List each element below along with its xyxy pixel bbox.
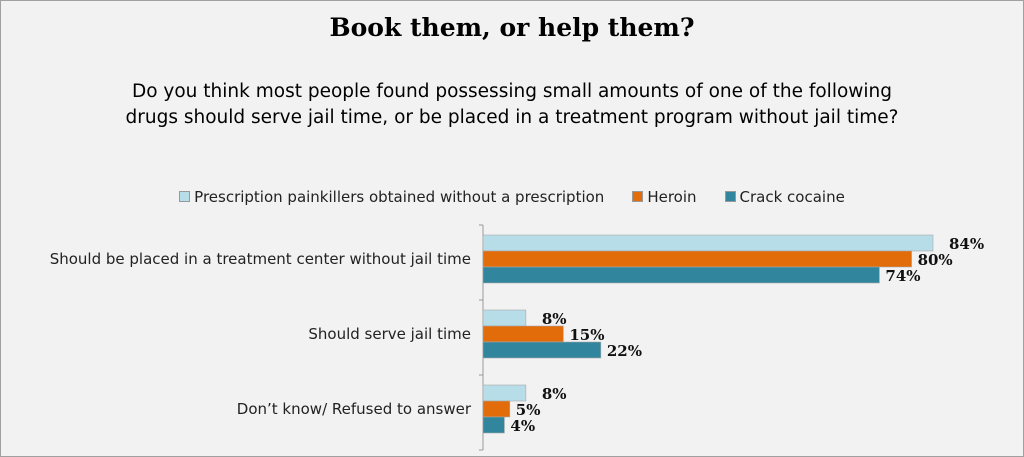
bar-1-0 (482, 309, 527, 327)
data-label: 4% (510, 417, 535, 435)
chart-subtitle: Do you think most people found possessin… (1, 79, 1023, 131)
legend-swatch (724, 191, 736, 202)
legend-label: Heroin (647, 188, 697, 206)
chart-title: Book them, or help them? (329, 13, 695, 42)
subtitle-line: Do you think most people found possessin… (131, 81, 893, 102)
bar-1-2 (482, 341, 602, 359)
legend-swatch (632, 191, 644, 202)
category-label: Don’t know/ Refused to answer (237, 400, 472, 418)
legend-swatch (179, 191, 191, 202)
legend-item: Crack cocaine (724, 188, 845, 206)
legend: Prescription painkillers obtained withou… (1, 188, 1023, 206)
data-label: 22% (607, 342, 642, 360)
data-label: 5% (516, 401, 541, 419)
data-label: 8% (542, 385, 567, 403)
bar-2-0 (482, 384, 527, 402)
subtitle-line: drugs should serve jail time, or be plac… (125, 107, 899, 128)
category-label: Should serve jail time (308, 325, 471, 343)
data-label: 84% (949, 235, 984, 253)
bar-0-1 (482, 250, 912, 268)
legend-label: Crack cocaine (739, 188, 845, 206)
bar-0-0 (482, 234, 934, 252)
bar-2-2 (482, 416, 505, 434)
data-label: 8% (542, 310, 567, 328)
data-label: 80% (918, 251, 953, 269)
category-label: Should be placed in a treatment center w… (50, 250, 471, 268)
legend-item: Prescription painkillers obtained withou… (179, 188, 604, 206)
legend-item: Heroin (632, 188, 697, 206)
bar-2-1 (482, 400, 511, 418)
data-label: 74% (885, 267, 920, 285)
bar-0-2 (482, 266, 880, 284)
legend-label: Prescription painkillers obtained withou… (194, 188, 605, 206)
bar-1-1 (482, 325, 564, 343)
data-label: 15% (569, 326, 604, 344)
